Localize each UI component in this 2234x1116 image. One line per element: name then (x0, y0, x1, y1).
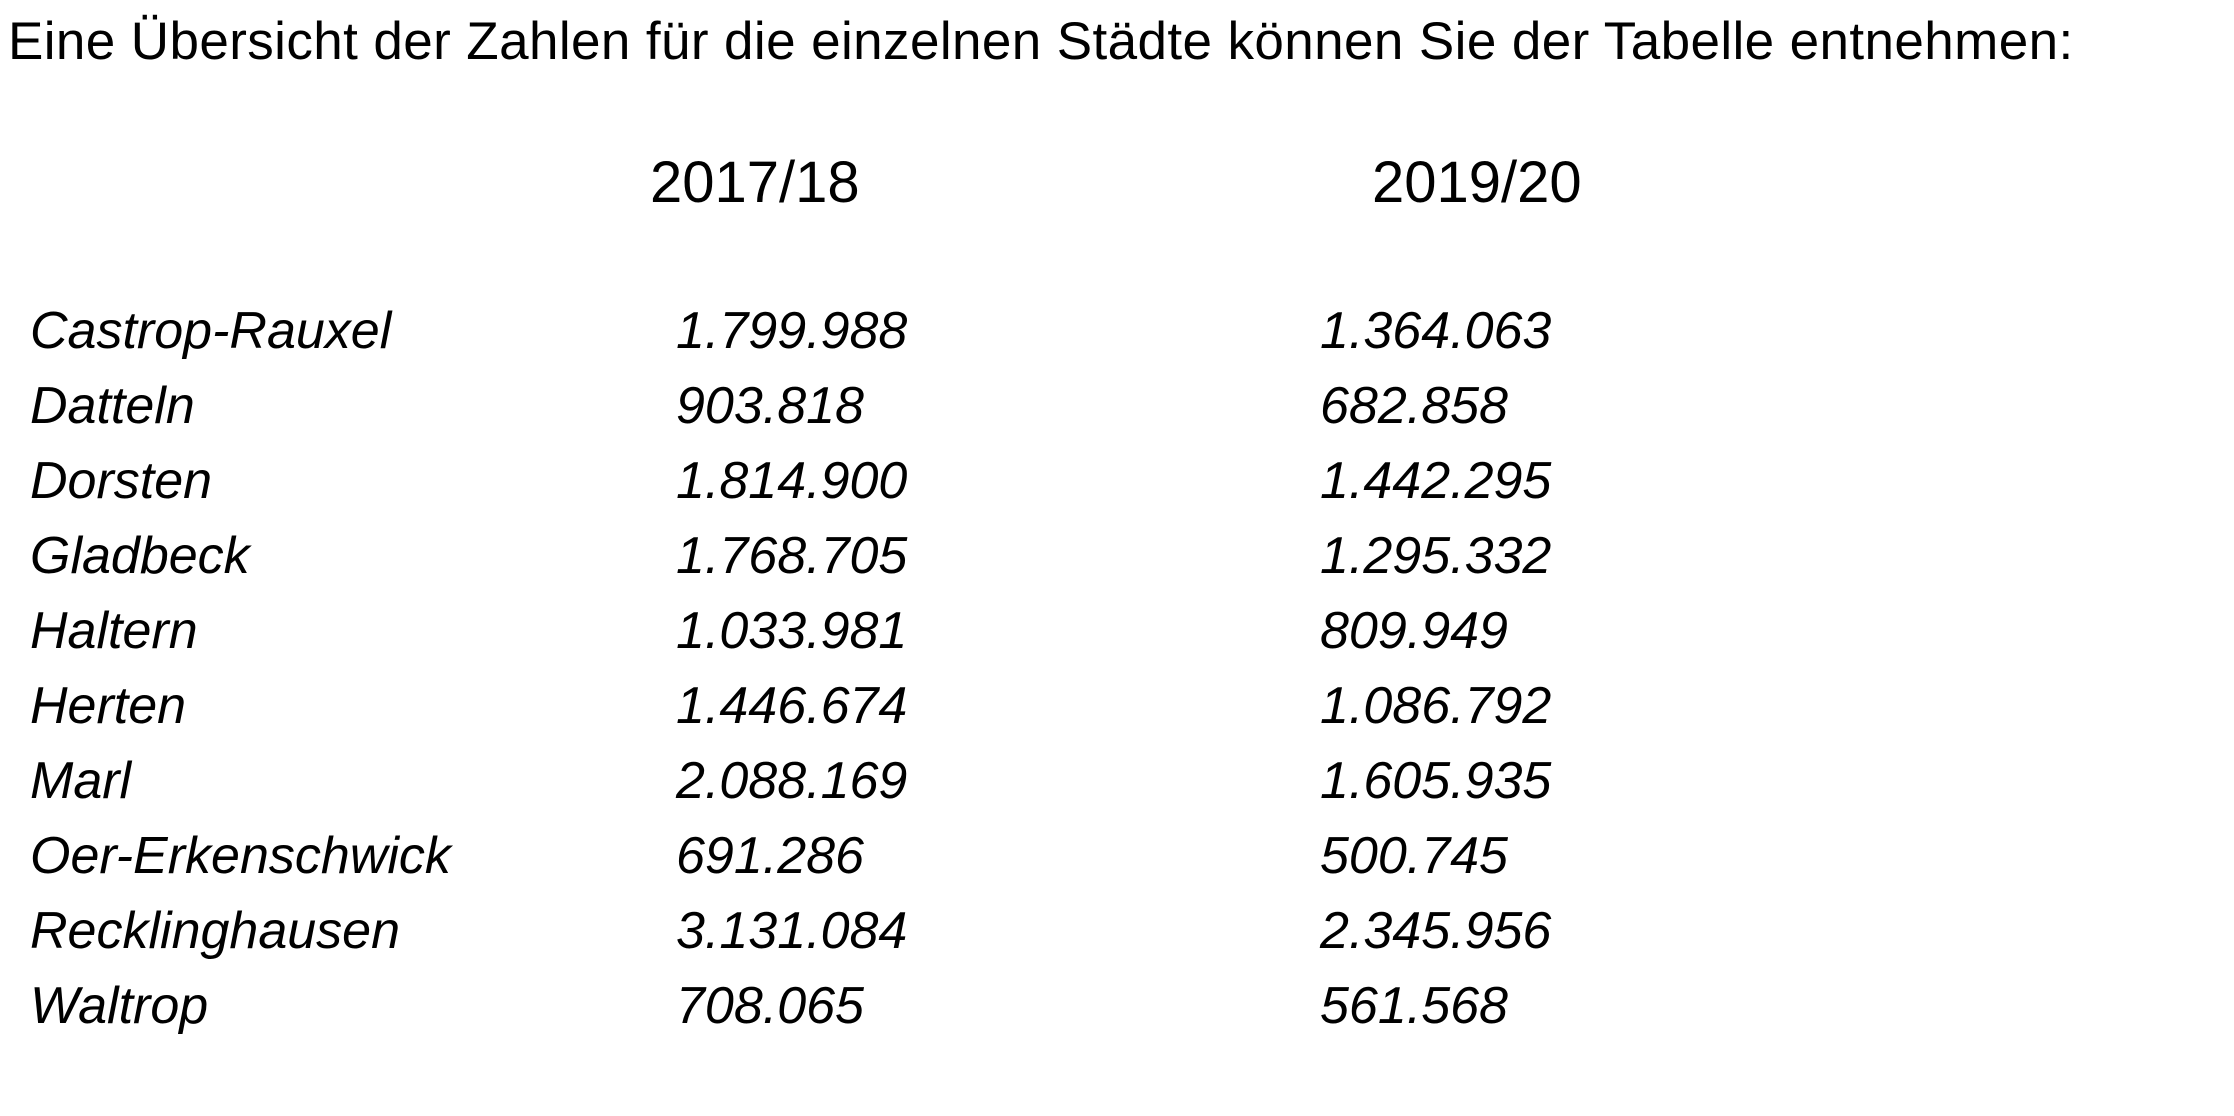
table-row: Marl 2.088.169 1.605.935 (0, 744, 2234, 819)
value-2019-20: 1.086.792 (1320, 677, 1552, 735)
value-2017-18: 1.799.988 (676, 302, 908, 360)
table-row: Gladbeck 1.768.705 1.295.332 (0, 519, 2234, 594)
value-2017-18: 2.088.169 (676, 752, 908, 810)
value-2017-18: 1.814.900 (676, 452, 908, 510)
value-2019-20: 1.295.332 (1320, 527, 1552, 585)
intro-sentence: Eine Übersicht der Zahlen für die einzel… (8, 12, 2074, 71)
table-row: Haltern 1.033.981 809.949 (0, 594, 2234, 669)
city-label: Datteln (30, 377, 195, 435)
city-label: Oer-Erkenschwick (30, 827, 451, 885)
city-table: Castrop-Rauxel 1.799.988 1.364.063 Datte… (0, 294, 2234, 1044)
value-2017-18: 708.065 (676, 977, 864, 1035)
city-label: Gladbeck (30, 527, 250, 585)
table-row: Herten 1.446.674 1.086.792 (0, 669, 2234, 744)
city-label: Dorsten (30, 452, 213, 510)
value-2019-20: 1.442.295 (1320, 452, 1552, 510)
table-row: Waltrop 708.065 561.568 (0, 969, 2234, 1044)
value-2019-20: 1.364.063 (1320, 302, 1552, 360)
column-header-2019-20: 2019/20 (1372, 150, 1582, 215)
value-2017-18: 1.768.705 (676, 527, 908, 585)
city-label: Marl (30, 752, 132, 810)
table-row: Castrop-Rauxel 1.799.988 1.364.063 (0, 294, 2234, 369)
city-label: Recklinghausen (30, 902, 401, 960)
city-label: Herten (30, 677, 187, 735)
table-row: Oer-Erkenschwick 691.286 500.745 (0, 819, 2234, 894)
value-2019-20: 1.605.935 (1320, 752, 1552, 810)
value-2019-20: 500.745 (1320, 827, 1508, 885)
value-2019-20: 809.949 (1320, 602, 1508, 660)
column-header-2017-18: 2017/18 (650, 150, 860, 215)
value-2017-18: 3.131.084 (676, 902, 908, 960)
city-label: Waltrop (30, 977, 209, 1035)
table-row: Dorsten 1.814.900 1.442.295 (0, 444, 2234, 519)
city-label: Castrop-Rauxel (30, 302, 392, 360)
table-row: Datteln 903.818 682.858 (0, 369, 2234, 444)
value-2019-20: 561.568 (1320, 977, 1508, 1035)
value-2017-18: 903.818 (676, 377, 864, 435)
value-2017-18: 1.033.981 (676, 602, 908, 660)
value-2019-20: 682.858 (1320, 377, 1508, 435)
city-label: Haltern (30, 602, 198, 660)
value-2019-20: 2.345.956 (1320, 902, 1552, 960)
value-2017-18: 1.446.674 (676, 677, 908, 735)
value-2017-18: 691.286 (676, 827, 864, 885)
table-row: Recklinghausen 3.131.084 2.345.956 (0, 894, 2234, 969)
